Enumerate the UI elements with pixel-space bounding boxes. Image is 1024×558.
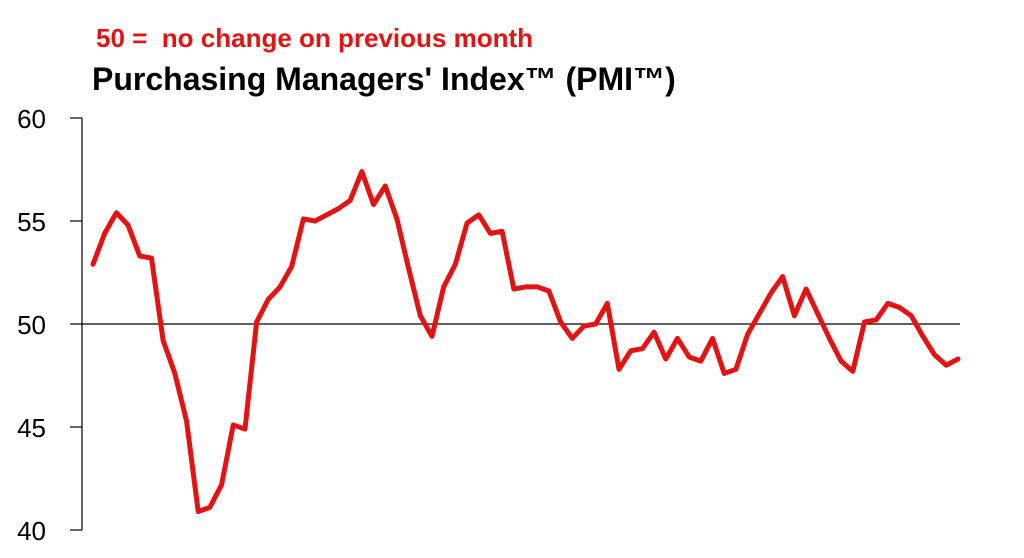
chart-title: Purchasing Managers' Index™ (PMI™)	[92, 61, 676, 97]
y-tick-label: 45	[17, 413, 46, 443]
series-layer	[90, 169, 961, 514]
y-tick-label: 50	[17, 310, 46, 340]
pmi-series-line	[90, 169, 961, 514]
axis-layer: 60 55 50 45 40	[17, 104, 960, 546]
chart-subtitle: 50 = no change on previous month	[96, 23, 534, 53]
y-tick-label: 55	[17, 207, 46, 237]
y-tick-label: 40	[17, 516, 46, 546]
y-tick-label: 60	[17, 104, 46, 134]
